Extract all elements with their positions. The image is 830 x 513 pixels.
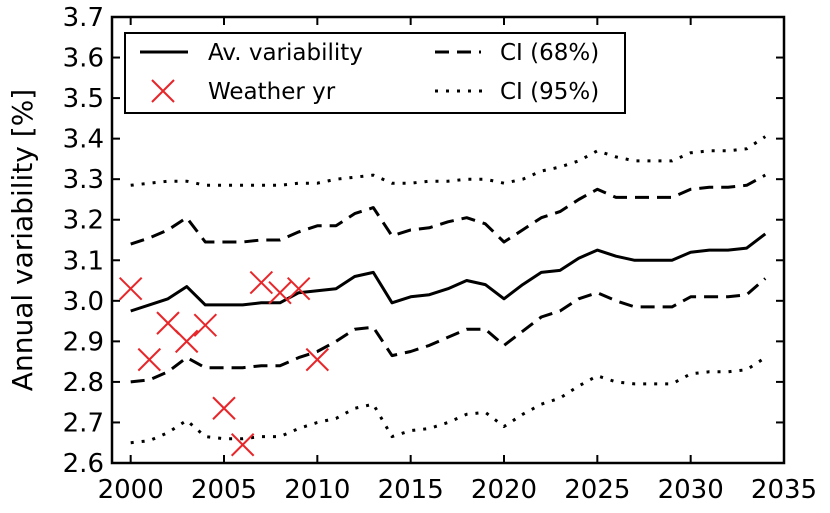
y-tick-label-3.7: 3.7 xyxy=(63,3,104,33)
weather-yr-marker-2002 xyxy=(156,311,180,335)
series-line-dashed-1 xyxy=(130,173,767,246)
legend-label-ci-68: CI (68%) xyxy=(500,40,599,66)
y-axis-label: Annual variability [%] xyxy=(6,89,39,391)
y-tick-label-3.1: 3.1 xyxy=(63,246,104,276)
weather-yr-marker-2001 xyxy=(137,347,162,372)
x-tick-label-2020: 2020 xyxy=(471,475,537,505)
weather-yr-marker-2005 xyxy=(212,396,236,420)
x-tick-label-2010: 2010 xyxy=(284,475,350,505)
weather-yr-marker-2004 xyxy=(193,313,218,337)
x-tick-label-2015: 2015 xyxy=(378,475,444,505)
x-tick-label-2000: 2000 xyxy=(98,475,164,505)
series-layer xyxy=(130,135,767,445)
plot-frame xyxy=(110,15,786,465)
y-tick-label-3.5: 3.5 xyxy=(63,84,104,114)
tick-layer: 2000 2005 2010 2015 2020 2025 2030 2035 2.6 2.7 2.… xyxy=(63,3,817,505)
weather-yr-marker-2006 xyxy=(230,433,255,457)
y-tick-label-2.7: 2.7 xyxy=(63,408,104,438)
y-tick-label-3.6: 3.6 xyxy=(63,44,104,74)
x-tick-label-2030: 2030 xyxy=(658,475,724,505)
weather-yr-marker-2003 xyxy=(174,329,199,354)
y-tick-label-2.9: 2.9 xyxy=(63,327,104,357)
series-line-dotted-3 xyxy=(130,135,767,187)
weather-yr-marker-2010 xyxy=(305,347,330,372)
x-tick-label-2035: 2035 xyxy=(751,475,817,505)
x-tick-label-2005: 2005 xyxy=(191,475,257,505)
legend-swatch-x-marker xyxy=(151,79,175,103)
weather-yr-marker-2000 xyxy=(118,276,143,301)
y-tick-label-2.6: 2.6 xyxy=(63,449,104,479)
weather-yr-marker-2008 xyxy=(268,281,292,305)
y-tick-label-3.2: 3.2 xyxy=(63,206,104,236)
x-tick-label-2025: 2025 xyxy=(564,475,630,505)
scatter-layer xyxy=(118,270,330,457)
y-tick-label-3.4: 3.4 xyxy=(63,125,104,155)
y-tick-label-3.3: 3.3 xyxy=(63,165,104,195)
legend-label-av-variability: Av. variability xyxy=(208,40,363,66)
series-line-dashed-2 xyxy=(130,277,767,384)
legend-label-weather-yr: Weather yr xyxy=(208,79,336,105)
series-line-solid-0 xyxy=(130,232,767,313)
weather-yr-marker-2009 xyxy=(286,276,311,301)
weather-yr-marker-2007 xyxy=(249,270,274,295)
y-tick-label-2.8: 2.8 xyxy=(63,368,104,398)
legend-box xyxy=(124,32,626,114)
legend-label-ci-95: CI (95%) xyxy=(500,79,599,105)
legend: Av. variability Weather yr CI (68%) CI (… xyxy=(124,32,626,114)
y-tick-label-3: 3.0 xyxy=(63,287,104,317)
